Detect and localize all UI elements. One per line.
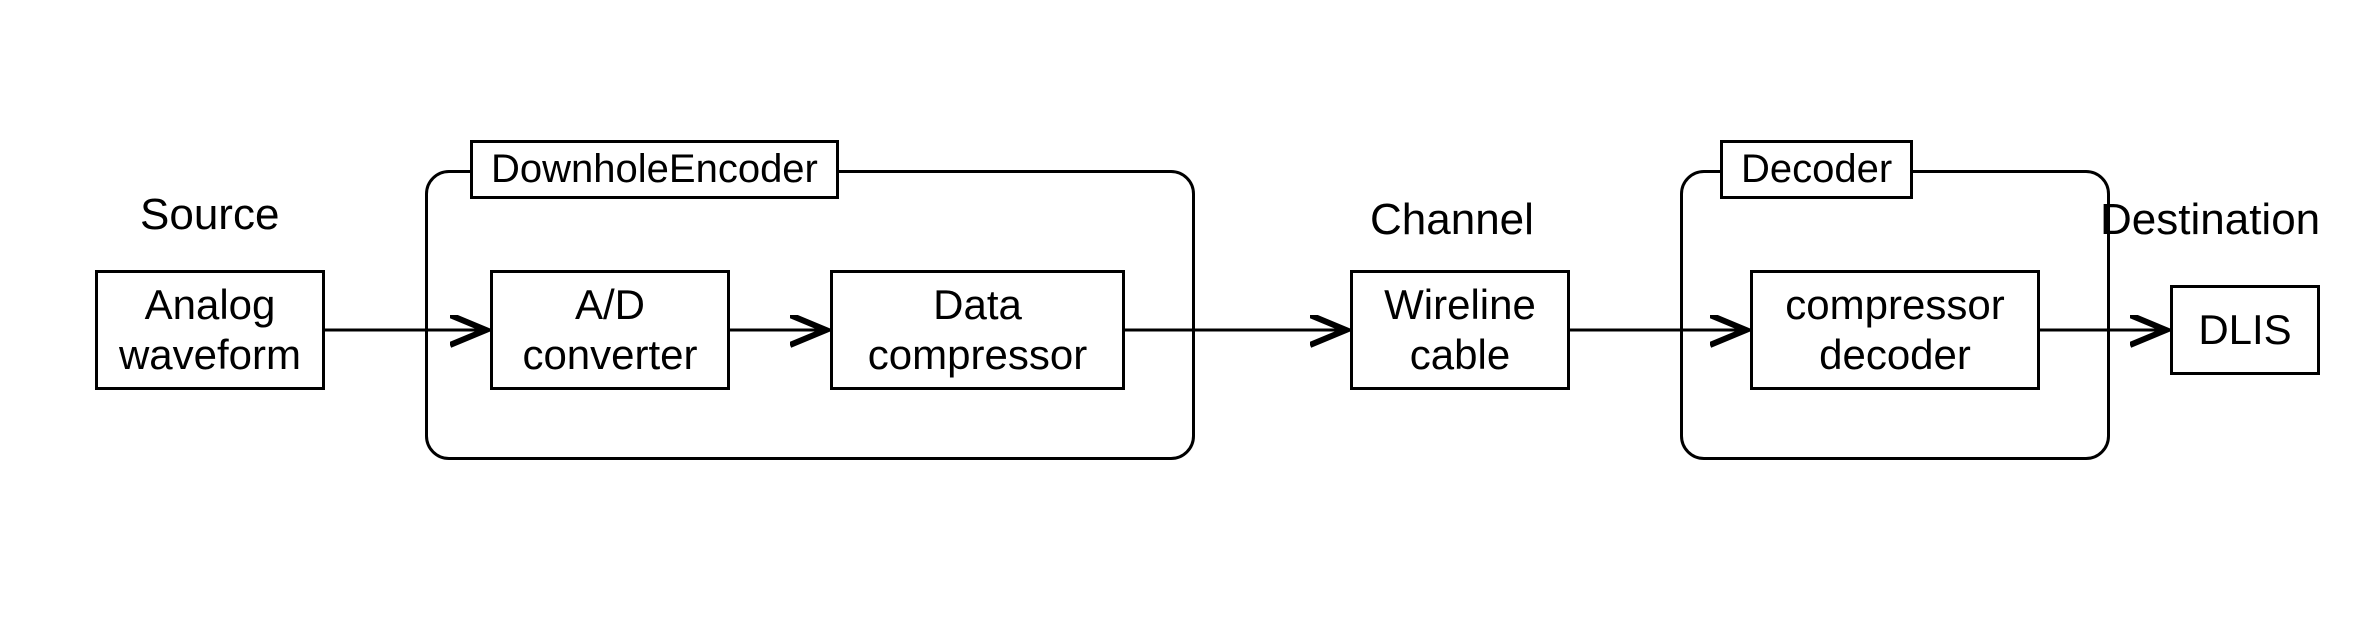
label-channel: Channel (1370, 195, 1534, 245)
group-decoder-label: Decoder (1720, 140, 1913, 199)
node-decoder-box: compressor decoder (1750, 270, 2040, 390)
flowchart-canvas: Source Channel Destination DownholeEncod… (0, 0, 2355, 618)
node-analog: Analog waveform (95, 270, 325, 390)
node-dlis: DLIS (2170, 285, 2320, 375)
label-destination: Destination (2100, 195, 2320, 245)
node-compressor: Data compressor (830, 270, 1125, 390)
label-source: Source (140, 190, 279, 240)
node-wireline: Wireline cable (1350, 270, 1570, 390)
node-adc: A/D converter (490, 270, 730, 390)
group-encoder-label: DownholeEncoder (470, 140, 839, 199)
